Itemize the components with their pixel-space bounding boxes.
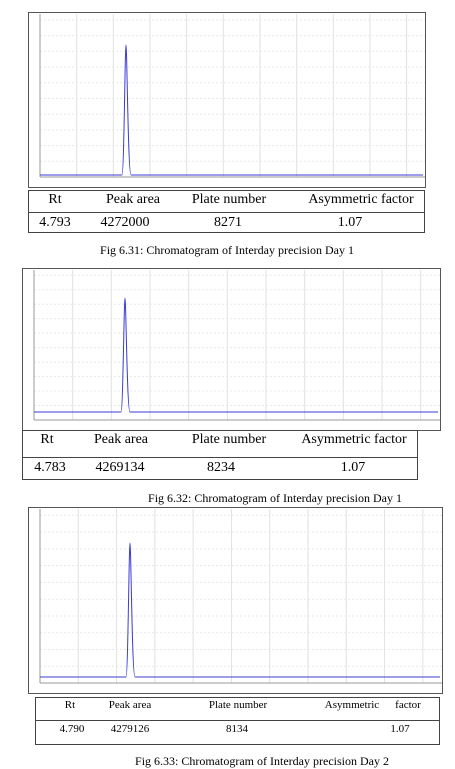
table-header: Asymmetric factor xyxy=(308,192,414,207)
table-header: Asymmetric xyxy=(324,699,380,711)
chart-frame xyxy=(22,268,441,431)
row-divider xyxy=(28,212,425,213)
table-cell: 8234 xyxy=(207,460,235,475)
table-header: Asymmetric factor xyxy=(301,432,407,447)
chart-frame xyxy=(28,507,443,694)
table-header: Plate number xyxy=(208,699,268,711)
table-cell: 4279126 xyxy=(110,723,150,735)
table-header: Peak area xyxy=(105,192,161,207)
peak xyxy=(34,297,438,413)
chart-frame xyxy=(28,12,426,188)
table-header: Rt xyxy=(64,699,76,711)
table-header: Peak area xyxy=(93,432,149,447)
peak xyxy=(40,542,440,678)
table-header: Rt xyxy=(40,432,54,447)
table-frame xyxy=(22,430,418,480)
table-cell: 1.07 xyxy=(340,460,366,475)
table-cell: 4272000 xyxy=(100,215,150,230)
table-header: Plate number xyxy=(191,432,267,447)
row-divider xyxy=(35,720,440,721)
table-cell: 4.790 xyxy=(59,723,85,735)
row-divider xyxy=(22,457,418,458)
table-frame xyxy=(28,190,425,233)
table-header: factor xyxy=(395,699,421,711)
caption: Fig 6.33: Chromatogram of Interday preci… xyxy=(135,754,389,768)
caption: Fig 6.31: Chromatogram of Interday preci… xyxy=(100,243,354,257)
peak xyxy=(40,44,423,176)
table-cell: 8134 xyxy=(226,723,248,735)
table-cell: 4.783 xyxy=(34,460,66,475)
caption: Fig 6.32: Chromatogram of Interday preci… xyxy=(148,491,402,505)
table-frame xyxy=(35,697,440,745)
table-cell: 1.07 xyxy=(337,215,363,230)
table-cell: 4.793 xyxy=(39,215,71,230)
table-cell: 1.07 xyxy=(390,723,410,735)
table-cell: 4269134 xyxy=(95,460,145,475)
table-header: Peak area xyxy=(108,699,152,711)
table-cell: 8271 xyxy=(214,215,242,230)
table-header: Rt xyxy=(48,192,62,207)
table-header: Plate number xyxy=(191,192,267,207)
